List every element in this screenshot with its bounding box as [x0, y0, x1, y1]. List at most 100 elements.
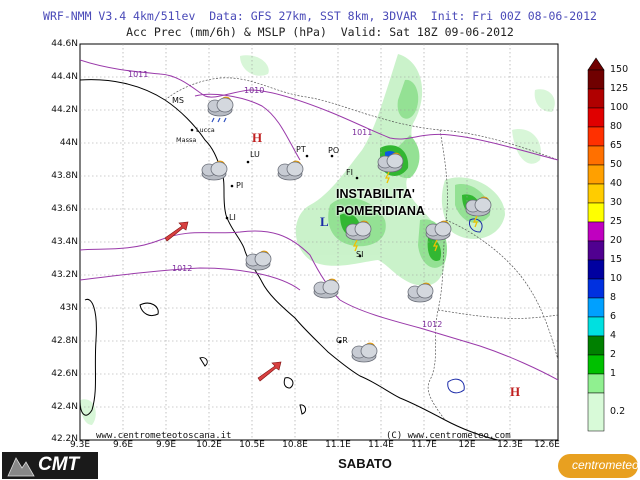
- colorbar-label: 40: [610, 178, 623, 189]
- caption-line: INSTABILITA': [336, 187, 415, 201]
- lon-label: 12E: [458, 440, 476, 450]
- colorbar-label: 150: [610, 64, 629, 75]
- thunderstorm-icon: [465, 196, 492, 228]
- colorbar-label: 125: [610, 83, 629, 94]
- city-label-li: LI: [229, 213, 236, 222]
- city-label-lu: LU: [250, 150, 260, 159]
- lon-label: 12.6E: [534, 440, 560, 450]
- colorbar-label: 4: [610, 330, 617, 341]
- lon-label: 9.6E: [113, 440, 133, 450]
- lon-label: 9.9E: [156, 440, 176, 450]
- high-pressure-label: H: [510, 384, 521, 399]
- colorbar-label: 100: [610, 102, 629, 113]
- isobars: [80, 59, 558, 381]
- lat-label: 43.6N: [51, 204, 78, 214]
- colorbar-label: 1: [610, 368, 617, 379]
- rain-cloud-icon: [207, 96, 234, 123]
- colorbar-swatch: [587, 183, 605, 204]
- lat-label: 42.6N: [51, 369, 78, 379]
- header-field-info: Acc Prec (mm/6h) & MSLP (hPa) Valid: Sat…: [126, 25, 514, 39]
- lat-label: 44.2N: [51, 105, 78, 115]
- thunderstorm-icon: [377, 152, 404, 184]
- city-label-ms: MS: [172, 96, 184, 105]
- lat-label: 43.2N: [51, 270, 78, 280]
- colorbar-swatch: [587, 126, 605, 147]
- city-label-pt: PT: [296, 145, 306, 154]
- centrometeo-logo-text: centrometeo: [572, 458, 639, 472]
- colorbar-swatch: [587, 392, 605, 432]
- lon-label: 11.4E: [368, 440, 394, 450]
- isobar-label: 1011: [352, 128, 373, 137]
- colorbar-swatch: [587, 335, 605, 356]
- colorbar-arrow: [587, 57, 605, 71]
- lakes: [447, 218, 483, 394]
- colorbar-swatch: [587, 88, 605, 109]
- colorbar-swatch: [587, 316, 605, 337]
- lat-label: 44.4N: [51, 72, 78, 82]
- high-pressure-label: H: [252, 130, 263, 145]
- isobar-label: 1012: [422, 320, 443, 329]
- lat-label: 42.8N: [51, 336, 78, 346]
- wind-arrow-icon: [164, 221, 189, 242]
- lat-label: 42.4N: [51, 402, 78, 412]
- coastline: [80, 79, 499, 440]
- colorbar-swatch: [587, 145, 605, 166]
- colorbar-label: 20: [610, 235, 623, 246]
- colorbar-label: 15: [610, 254, 623, 265]
- lon-label: 12.3E: [497, 440, 523, 450]
- regional-borders: [164, 77, 558, 421]
- city-markers: [190, 128, 362, 344]
- lat-label: 43.4N: [51, 237, 78, 247]
- colorbar-label: 10: [610, 273, 623, 284]
- city-label-pi: PI: [236, 181, 244, 190]
- caption-line: POMERIDIANA: [336, 204, 425, 218]
- colorbar-label: 2: [610, 349, 617, 360]
- site-credit-right: (C) www.centrometeo.com: [386, 431, 511, 441]
- city-label-fi: FI: [346, 168, 353, 177]
- city-label-gr: GR: [336, 336, 348, 345]
- cmt-logo-text: CMT: [38, 454, 80, 475]
- colorbar-label: 6: [610, 311, 617, 322]
- isobar-label: 1012: [172, 264, 193, 273]
- city-label-si: SI: [356, 250, 364, 259]
- city-label-massa: Massa: [176, 136, 197, 144]
- colorbar-swatch: [587, 69, 605, 90]
- thunderstorm-icon: [425, 220, 452, 252]
- colorbar-label: 65: [610, 140, 623, 151]
- lat-label: 43N: [59, 303, 78, 313]
- colorbar-swatch: [587, 278, 605, 299]
- colorbar-swatch: [587, 202, 605, 223]
- colorbar-swatch: [587, 297, 605, 318]
- colorbar-swatch: [587, 373, 605, 394]
- lat-label: 44.6N: [51, 39, 78, 49]
- colorbar-swatch: [587, 354, 605, 375]
- lon-label: 10.8E: [282, 440, 308, 450]
- lon-label: 11.1E: [325, 440, 351, 450]
- colorbar-label: 25: [610, 216, 623, 227]
- colorbar: [587, 57, 605, 432]
- wind-arrow-icon: [257, 361, 282, 382]
- colorbar-label: 80: [610, 121, 623, 132]
- lon-label: 10.2E: [196, 440, 222, 450]
- colorbar-swatch: [587, 164, 605, 185]
- centrometeo-logo: centrometeo: [558, 454, 639, 478]
- isobar-label: 1011: [128, 70, 149, 79]
- forecast-caption: INSTABILITA' POMERIDIANA: [336, 186, 425, 220]
- city-label-po: PO: [328, 146, 340, 155]
- site-credit-left: www.centrometeotoscana.it: [96, 431, 232, 441]
- lat-label: 42.2N: [51, 434, 78, 444]
- colorbar-swatch: [587, 240, 605, 261]
- colorbar-label: 8: [610, 292, 617, 303]
- lon-label: 9.3E: [70, 440, 90, 450]
- header-model-info: WRF-NMM V3.4 4km/51lev Data: GFS 27km, S…: [43, 9, 597, 23]
- day-label: SABATO: [338, 456, 392, 471]
- lon-label: 10.5E: [239, 440, 265, 450]
- colorbar-label: 30: [610, 197, 623, 208]
- isobar-label: 1010: [244, 86, 265, 95]
- cmt-logo: CMT: [2, 452, 98, 479]
- colorbar-label: 50: [610, 159, 623, 170]
- lon-label: 11.7E: [411, 440, 437, 450]
- low-pressure-label: L: [320, 214, 329, 229]
- colorbar-label: 0.2: [610, 406, 626, 417]
